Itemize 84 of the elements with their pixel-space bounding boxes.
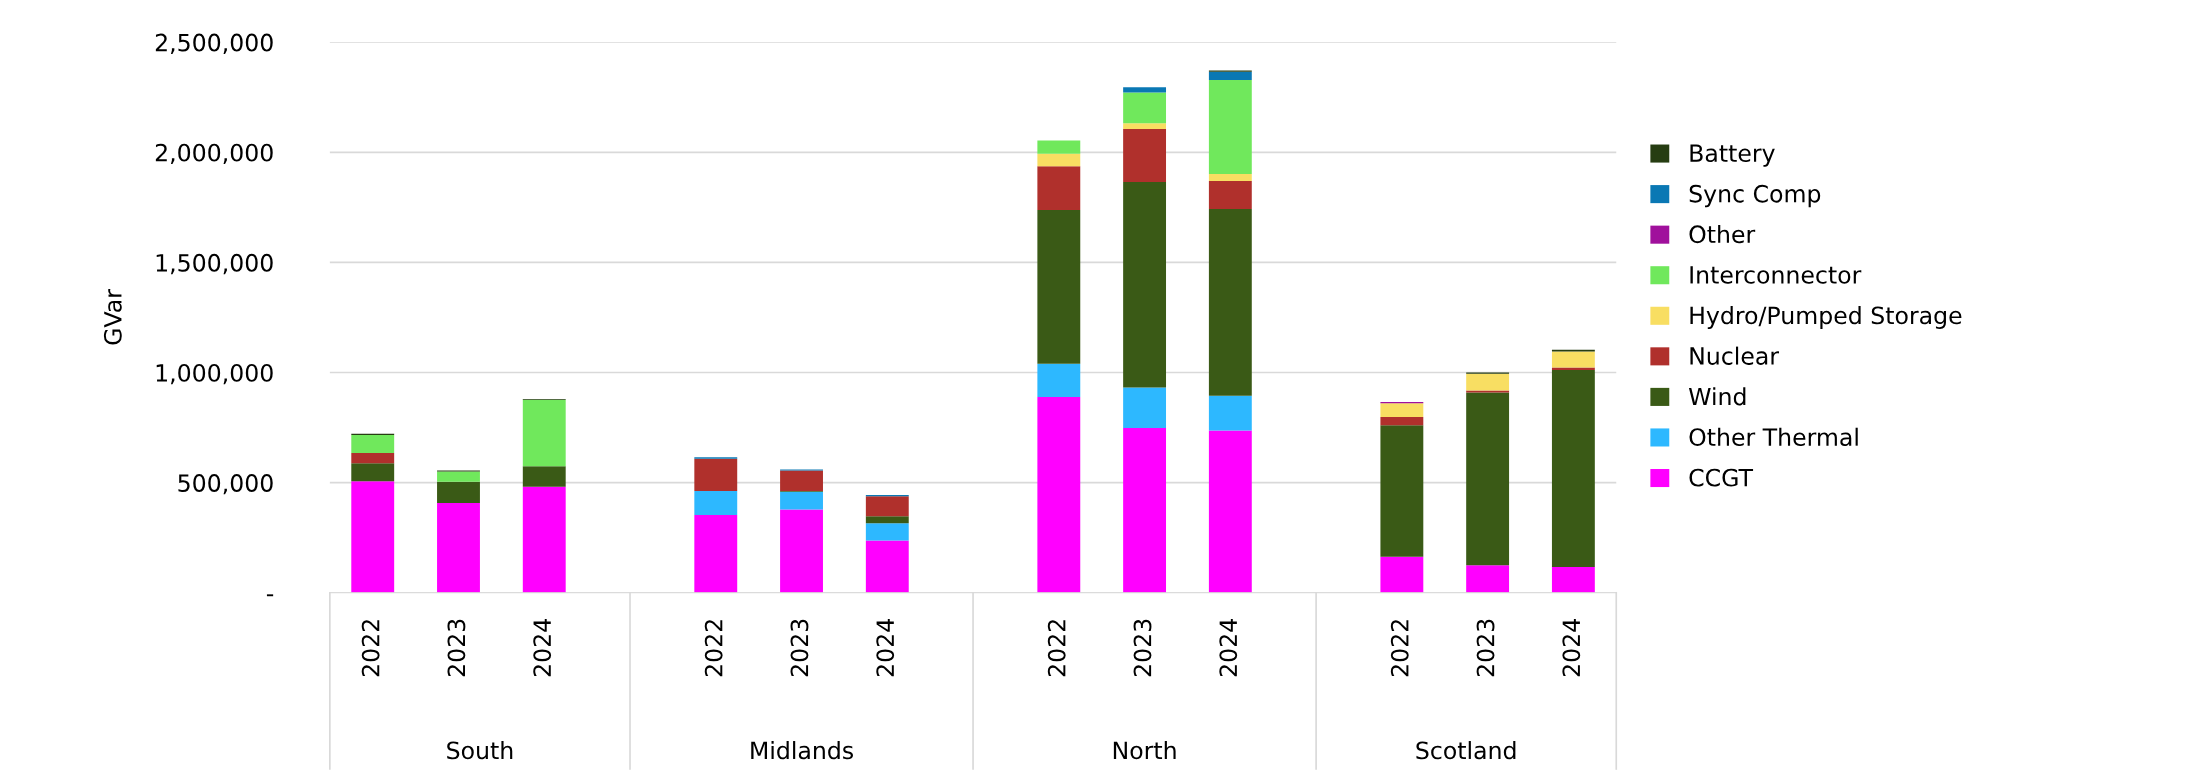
y-tick-label: -	[266, 594, 274, 597]
x-tick-label: 2022	[704, 620, 723, 677]
x-tick-label: 2023	[1133, 619, 1152, 677]
bar	[865, 540, 909, 593]
bar	[1380, 556, 1424, 593]
bar	[1037, 153, 1081, 167]
bar	[1466, 373, 1510, 391]
bar	[437, 481, 480, 503]
y-tick-label: 2,000,000	[155, 143, 273, 165]
bar	[780, 491, 823, 510]
x-tick-label: 2023	[790, 619, 809, 677]
y-axis-title: GVar	[103, 289, 122, 345]
y-tick-label: 1,000,000	[156, 363, 273, 385]
bar	[1466, 565, 1510, 593]
legend-label: Other	[1689, 224, 1756, 244]
bar	[437, 502, 480, 593]
bar	[1208, 209, 1252, 396]
legend-label: CCGT	[1689, 468, 1754, 487]
bar	[351, 463, 395, 482]
x-tick-label: 2022	[1047, 620, 1066, 677]
bar	[1037, 166, 1081, 210]
x-tick-label: 2023	[447, 619, 466, 677]
bar	[1380, 403, 1424, 418]
bar	[522, 466, 566, 487]
y-tick-label: 1,500,000	[156, 253, 273, 275]
bar	[694, 458, 738, 492]
legend-label: Wind	[1688, 387, 1746, 406]
x-tick-label: 2024	[533, 619, 552, 677]
bar	[1380, 417, 1424, 426]
bar	[1380, 425, 1424, 557]
bar	[351, 452, 395, 464]
y-tick-label: 500,000	[178, 474, 273, 495]
bar	[1208, 80, 1252, 174]
bar	[351, 435, 395, 453]
bar	[522, 399, 566, 467]
bar	[1123, 182, 1167, 388]
legend-label: Interconnector	[1690, 266, 1862, 284]
bar	[1123, 123, 1167, 129]
bar	[351, 481, 395, 593]
text: Midlands	[751, 741, 853, 760]
bar	[1037, 363, 1081, 397]
bar	[694, 515, 738, 593]
bar	[1466, 392, 1510, 566]
bar	[1037, 140, 1081, 154]
bar	[1208, 430, 1252, 593]
bar	[1123, 387, 1167, 429]
x-tick-label: 2022	[361, 620, 380, 677]
x-tick-label: 2024	[876, 619, 895, 677]
bar	[1551, 369, 1595, 568]
legend-label: Battery	[1690, 144, 1775, 167]
bar	[1208, 395, 1252, 431]
bar	[865, 516, 909, 524]
x-tick-label: 2022	[1390, 620, 1409, 677]
bar	[780, 470, 823, 492]
bar	[1551, 567, 1595, 593]
legend-label: Other Thermal	[1689, 427, 1858, 447]
legend-label: Sync Comp	[1689, 184, 1821, 208]
text: South	[447, 741, 513, 760]
bar	[1123, 92, 1167, 124]
bar	[1208, 180, 1252, 210]
bar	[1208, 173, 1252, 181]
bar	[522, 486, 566, 593]
bar	[865, 496, 909, 517]
bar	[865, 523, 909, 541]
legend-label: Hydro/Pumped Storage	[1690, 306, 1962, 329]
x-tick-label: 2024	[1219, 619, 1238, 677]
bar	[1037, 210, 1081, 364]
legend-label: Nuclear	[1690, 346, 1780, 365]
text: Scotland	[1416, 741, 1516, 760]
bar	[1466, 390, 1510, 393]
text: North	[1113, 741, 1176, 760]
x-tick-label: 2023	[1476, 619, 1495, 677]
bar	[1551, 367, 1595, 370]
bar	[694, 491, 738, 516]
bar	[1123, 87, 1167, 93]
bar	[1123, 128, 1167, 183]
bar	[780, 509, 823, 593]
y-tick-label: 2,500,000	[155, 33, 273, 54]
bar	[1037, 396, 1081, 593]
bar	[1208, 71, 1252, 81]
bar	[1123, 428, 1167, 593]
x-tick-label: 2024	[1562, 619, 1581, 677]
bar	[437, 471, 480, 482]
bar	[1551, 351, 1595, 368]
